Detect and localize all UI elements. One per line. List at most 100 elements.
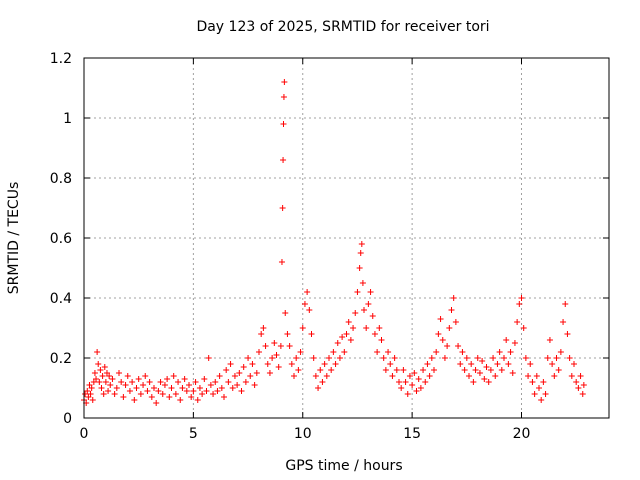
data-point [476,370,483,376]
data-point [175,379,182,385]
x-tick-label: 20 [513,426,531,442]
data-point [284,331,291,337]
data-point [345,319,352,325]
data-point [131,397,138,403]
data-point [262,343,269,349]
data-point [188,394,195,400]
data-point [350,325,357,331]
data-point [251,382,258,388]
data-point [245,355,252,361]
data-point [106,373,113,379]
data-point [546,337,553,343]
data-point [391,355,398,361]
data-point [529,379,536,385]
data-point [492,373,499,379]
data-point [183,388,190,394]
data-point [474,355,481,361]
data-point [288,361,295,367]
data-point [194,397,201,403]
data-point [216,373,223,379]
data-point [308,331,315,337]
data-point [549,361,556,367]
data-point [398,385,405,391]
data-point [483,364,490,370]
data-point [555,367,562,373]
data-point [227,361,234,367]
data-point [352,310,359,316]
data-point [207,382,214,388]
data-point [531,391,538,397]
chart-title: Day 123 of 2025, SRMTID for receiver tor… [196,19,489,35]
data-point [203,388,210,394]
data-point [126,388,133,394]
data-point [525,373,532,379]
data-point [306,307,313,313]
data-point [490,355,497,361]
data-point [155,388,162,394]
data-point [107,382,114,388]
data-point [551,373,558,379]
data-point [579,391,586,397]
data-point [494,361,501,367]
data-point [100,391,107,397]
data-point [97,367,104,373]
data-point [385,349,392,355]
data-point [166,394,173,400]
data-point [420,367,427,373]
data-point [249,361,256,367]
data-point [299,325,306,331]
data-point [157,379,164,385]
data-point [378,337,385,343]
data-point [94,349,101,355]
y-tick-label: 1.2 [50,51,72,67]
data-point [568,373,575,379]
data-point [278,259,285,265]
data-point [279,205,286,211]
data-point [533,373,540,379]
data-point [498,367,505,373]
data-point [450,295,457,301]
data-point [553,355,560,361]
data-point [485,379,492,385]
data-point [282,310,289,316]
data-point [124,373,131,379]
data-point [463,355,470,361]
data-point [218,385,225,391]
data-point [242,379,249,385]
data-point [426,373,433,379]
data-point [376,325,383,331]
data-point [424,361,431,367]
data-point [170,373,177,379]
data-point [371,331,378,337]
data-point [301,301,308,307]
data-point [236,370,243,376]
data-point [105,388,112,394]
data-point [461,367,468,373]
data-point [413,388,420,394]
data-point [199,391,206,397]
data-point [321,361,328,367]
data-point [409,382,416,388]
data-point [159,391,166,397]
data-point [580,382,587,388]
data-point [326,355,332,361]
x-axis-label: GPS time / hours [285,458,402,474]
data-point [271,340,278,346]
data-point [280,121,287,127]
data-point [229,385,236,391]
y-tick-label: 0.6 [50,231,72,247]
data-point [382,367,389,373]
data-point [507,349,514,355]
data-point [402,379,409,385]
data-point [431,367,437,373]
data-point [347,337,354,343]
data-point [310,355,317,361]
data-point [253,370,260,376]
data-point [95,361,102,367]
data-point [400,367,407,373]
data-point [452,319,459,325]
data-point [291,373,297,379]
data-point [140,382,147,388]
data-point [457,361,464,367]
